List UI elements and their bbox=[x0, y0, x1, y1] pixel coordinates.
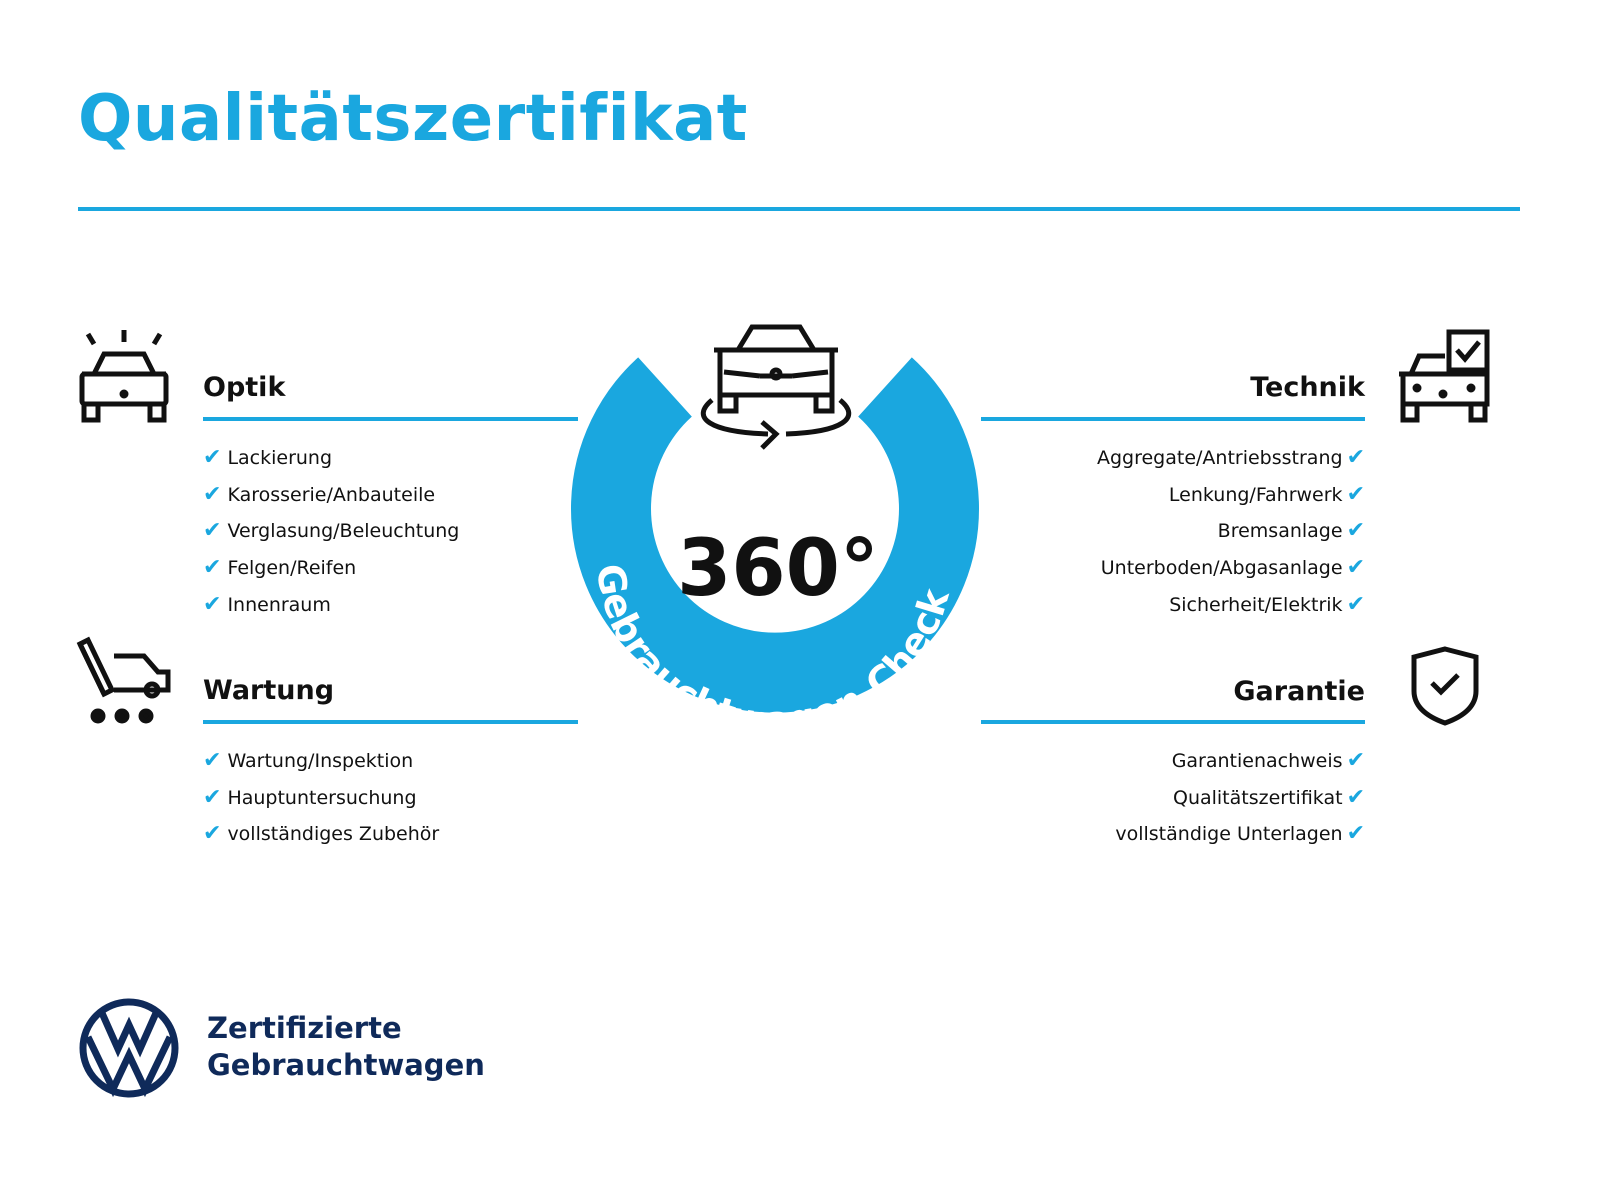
check-icon: ✔ bbox=[203, 784, 222, 810]
shield-check-icon bbox=[1411, 646, 1479, 726]
list-item: Qualitätszertifikat ✔ bbox=[1172, 784, 1365, 810]
car-checkbox-icon bbox=[1399, 329, 1490, 423]
check-icon: ✔ bbox=[1346, 555, 1365, 581]
list-item: ✔ Wartung/Inspektion bbox=[203, 748, 414, 773]
list-item: Unterboden/Abgasanlage ✔ bbox=[1100, 555, 1365, 581]
page-title: Qualitätszertifikat bbox=[78, 82, 748, 156]
technik-list: Aggregate/Antriebsstrang ✔ Lenkung/Fahrwe… bbox=[1097, 440, 1365, 624]
list-item: Lenkung/Fahrwerk ✔ bbox=[1168, 481, 1365, 507]
check-icon: ✔ bbox=[1346, 591, 1365, 617]
check-icon: ✔ bbox=[203, 555, 222, 581]
check-icon: ✔ bbox=[203, 518, 222, 544]
optik-list: ✔ Lackierung ✔ Karosserie/Anbauteile ✔ Verg… bbox=[203, 440, 459, 624]
section-title-wartung: Wartung bbox=[203, 675, 335, 706]
list-item: Sicherheit/Elektrik ✔ bbox=[1169, 591, 1365, 617]
badge-360: 360° bbox=[677, 524, 879, 614]
list-item: ✔ Verglasung/Beleuchtung bbox=[203, 518, 460, 544]
check-icon: ✔ bbox=[203, 481, 222, 507]
list-item: ✔ Karosserie/Anbauteile bbox=[203, 481, 436, 507]
check-icon: ✔ bbox=[1346, 481, 1365, 507]
service-truck-icon bbox=[76, 636, 171, 724]
vw-logo bbox=[79, 998, 179, 1098]
list-item: Bremsanlage ✔ bbox=[1217, 518, 1365, 544]
check-icon: ✔ bbox=[203, 591, 222, 617]
badge-ring bbox=[571, 357, 979, 713]
section-divider bbox=[203, 417, 578, 421]
list-item: ✔ Lackierung bbox=[203, 445, 333, 470]
list-item: ✔ Innenraum bbox=[203, 591, 331, 617]
check-icon: ✔ bbox=[203, 821, 222, 847]
section-title-optik: Optik bbox=[203, 372, 286, 403]
car-lights-icon bbox=[79, 330, 169, 423]
garantie-list: Garantienachweis ✔ Qualitätszertifikat ✔ v… bbox=[1115, 743, 1365, 853]
list-item: ✔ Felgen/Reifen bbox=[203, 555, 357, 581]
brand-text: Zertifizierte Gebrauchtwagen bbox=[207, 1011, 485, 1082]
section-divider bbox=[981, 720, 1365, 724]
check-icon: ✔ bbox=[203, 748, 222, 773]
section-title-garantie: Garantie bbox=[1233, 676, 1365, 707]
check-icon: ✔ bbox=[1346, 821, 1365, 847]
section-divider bbox=[981, 417, 1365, 421]
check-icon: ✔ bbox=[1346, 445, 1365, 470]
check-icon: ✔ bbox=[203, 445, 222, 470]
wartung-list: ✔ Wartung/Inspektion ✔ Hauptuntersuchung ✔… bbox=[203, 743, 439, 853]
check-icon: ✔ bbox=[1346, 518, 1365, 544]
check-icon: ✔ bbox=[1346, 748, 1365, 773]
title-divider bbox=[78, 207, 1520, 211]
list-item: vollständige Unterlagen ✔ bbox=[1115, 821, 1365, 847]
section-divider bbox=[203, 720, 578, 724]
list-item: ✔ vollständiges Zubehör bbox=[203, 821, 440, 847]
car-rotate-icon bbox=[700, 324, 852, 450]
list-item: ✔ Hauptuntersuchung bbox=[203, 784, 417, 810]
list-item: Aggregate/Antriebsstrang ✔ bbox=[1096, 445, 1365, 470]
list-item: Garantienachweis ✔ bbox=[1171, 748, 1365, 773]
check-icon: ✔ bbox=[1346, 784, 1365, 810]
section-title-technik: Technik bbox=[1250, 372, 1365, 403]
